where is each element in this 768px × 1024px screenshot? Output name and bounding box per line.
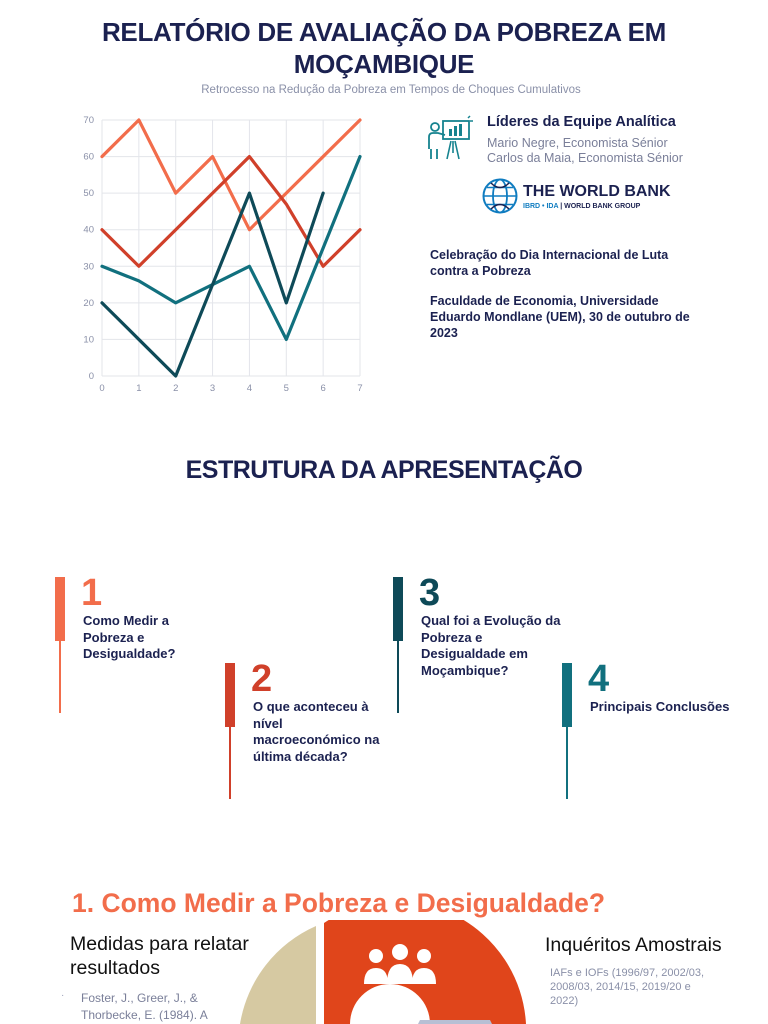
- people-group-icon: [364, 944, 436, 984]
- page-title: RELATÓRIO DE AVALIAÇÃO DA POBREZA EM MOÇ…: [20, 16, 748, 80]
- team-member-1: Mario Negre, Economista Sénior: [487, 136, 668, 150]
- event-venue: Faculdade de Economia, Universidade Edua…: [430, 294, 690, 340]
- x-tick-label: 1: [136, 383, 141, 394]
- logo-subtitle: IBRD • IDA | WORLD BANK GROUP: [523, 203, 641, 210]
- agenda-number-4: 4: [588, 658, 610, 700]
- event-celebration: Celebração do Dia Internacional de Luta …: [430, 248, 669, 278]
- x-tick-label: 0: [99, 383, 104, 394]
- structure-title: ESTRUTURA DA APRESENTAÇÃO: [185, 456, 583, 484]
- y-tick-label: 50: [83, 188, 94, 199]
- surveys-detail: IAFs e IOFs (1996/97, 2002/03, 2008/03, …: [550, 967, 705, 1007]
- y-tick-label: 30: [83, 261, 94, 272]
- section-1-title: 1. Como Medir a Pobreza e Desigualdade?: [72, 888, 606, 918]
- y-tick-label: 20: [83, 298, 94, 309]
- agenda-line-2: [229, 727, 231, 799]
- y-tick-label: 70: [83, 115, 94, 126]
- agenda-number-1: 1: [81, 572, 103, 614]
- x-tick-label: 7: [357, 383, 362, 394]
- line-chart: 0 10 20 30 40 50 60 70 0 1 2 3 4 5 6 7: [83, 115, 362, 394]
- series-line-1: [100, 118, 362, 232]
- agenda-label-2: O que aconteceu à nível macroeconómico n…: [253, 699, 380, 764]
- y-tick-label: 60: [83, 152, 94, 163]
- title-line-2: MOÇAMBIQUE: [293, 49, 475, 79]
- agenda-line-3: [397, 641, 399, 713]
- reference-text: Foster, J., Greer, J., & Thorbecke, E. (…: [81, 991, 208, 1022]
- page-subtitle: Retrocesso na Redução da Pobreza em Temp…: [201, 84, 581, 96]
- title-line-1: RELATÓRIO DE AVALIAÇÃO DA POBREZA EM: [101, 17, 667, 47]
- team-title: Líderes da Equipe Analítica: [487, 114, 676, 130]
- globe-icon: [482, 178, 518, 214]
- agenda-line-4: [566, 727, 568, 799]
- series-line-4: [100, 191, 325, 378]
- surveys-heading: Inquéritos Amostrais: [545, 934, 722, 956]
- donut-diagram: [240, 920, 526, 1024]
- x-tick-label: 6: [320, 383, 325, 394]
- measures-heading: Medidas para relatar resultados: [70, 933, 249, 979]
- agenda-bar-1: [55, 577, 65, 641]
- agenda-label-1: Como Medir a Pobreza e Desigualdade?: [83, 613, 176, 661]
- logo-ibrd: IBRD • IDA: [523, 203, 559, 210]
- logo-name: THE WORLD BANK: [523, 183, 671, 200]
- agenda-bar-3: [393, 577, 403, 641]
- y-tick-label: 40: [83, 225, 94, 236]
- reference-bullet: ·: [61, 990, 65, 1001]
- x-tick-label: 5: [284, 383, 289, 394]
- series-line-2: [100, 154, 362, 268]
- agenda-number-2: 2: [251, 658, 273, 700]
- agenda-bar-2: [225, 663, 235, 727]
- donut-segment-beige: [240, 926, 316, 1024]
- x-tick-label: 4: [247, 383, 252, 394]
- y-tick-label: 10: [83, 334, 94, 345]
- agenda-label-4: Principais Conclusões: [590, 699, 730, 714]
- presenter-icon: [428, 115, 473, 160]
- agenda-number-3: 3: [419, 572, 441, 614]
- x-tick-label: 3: [210, 383, 215, 394]
- agenda-bar-4: [562, 663, 572, 727]
- series-line-3: [100, 154, 362, 342]
- logo-group: WORLD BANK GROUP: [564, 203, 641, 210]
- x-tick-label: 2: [173, 383, 178, 394]
- world-bank-logo: THE WORLD BANK IBRD • IDA | WORLD BANK G…: [482, 178, 682, 222]
- donut-segment-grey: [418, 1020, 492, 1024]
- agenda-line-1: [59, 641, 61, 713]
- y-tick-label: 0: [89, 371, 94, 382]
- agenda-label-3: Qual foi a Evolução da Pobreza e Desigua…: [421, 613, 561, 678]
- team-member-2: Carlos da Maia, Economista Sénior: [487, 151, 683, 165]
